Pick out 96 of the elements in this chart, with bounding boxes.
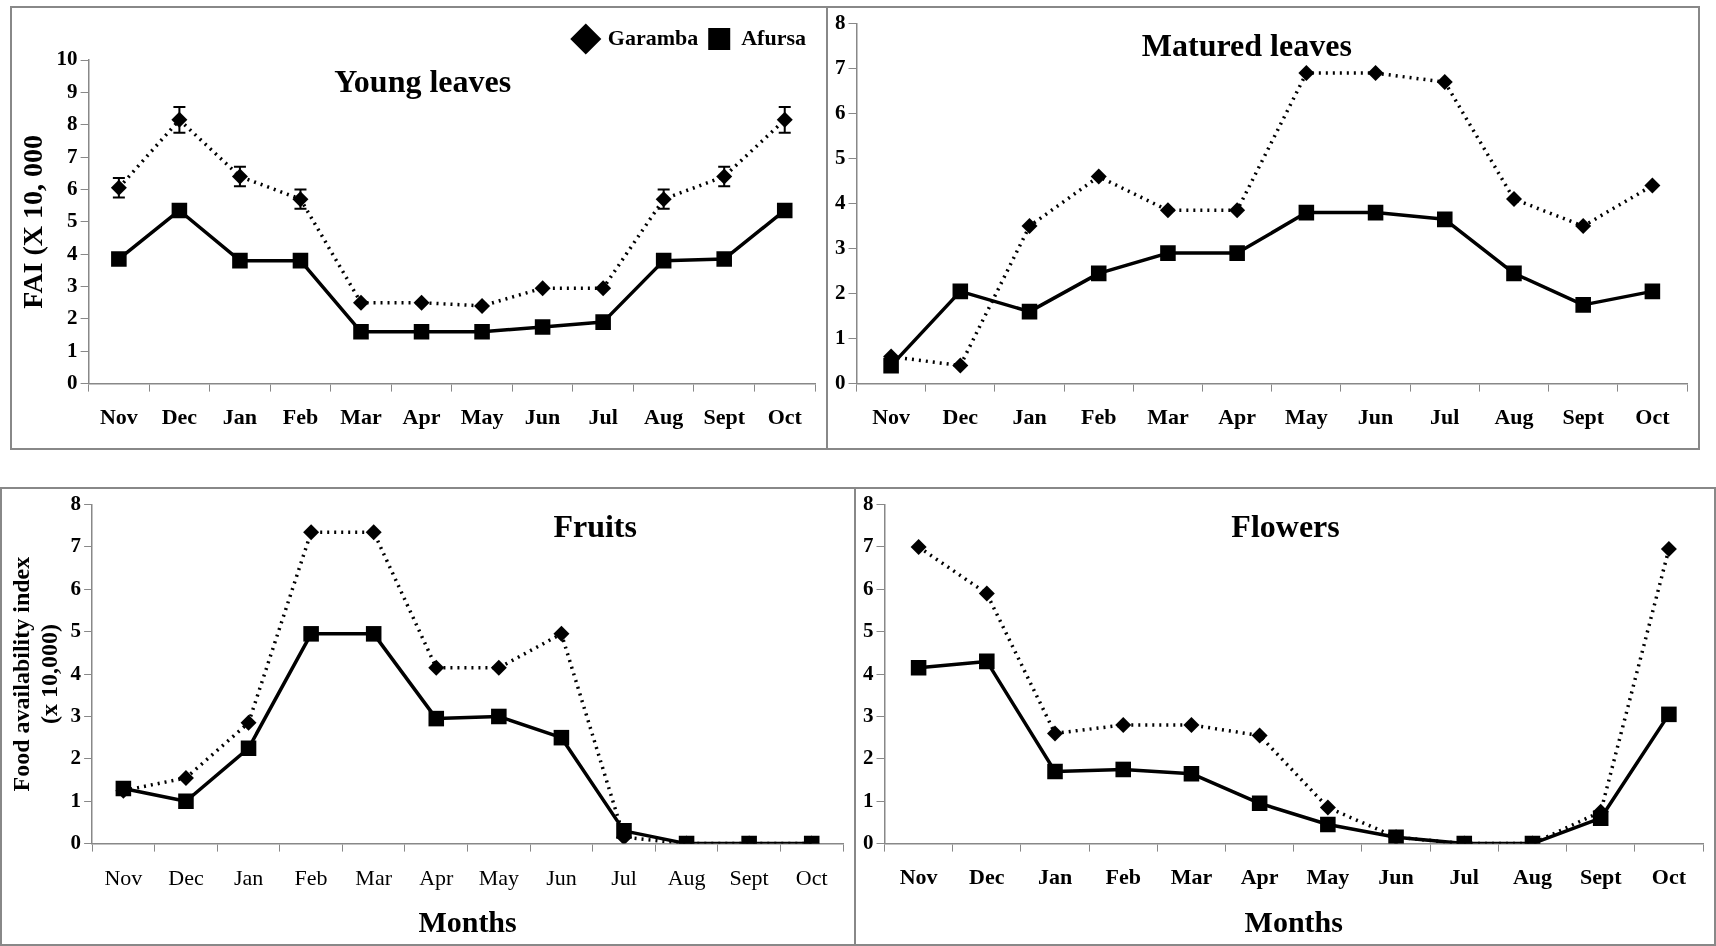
y-tick-label: 0 xyxy=(67,370,78,395)
y-axis-title: Food availability index (x 10,000) xyxy=(7,556,63,792)
x-tick-label: Jan xyxy=(1037,864,1073,890)
x-tick-label: Mar xyxy=(340,404,382,430)
y-tick-label: 5 xyxy=(835,145,846,170)
x-tick-label: Dec xyxy=(969,864,1005,890)
x-tick-label: Sept xyxy=(1562,404,1605,430)
x-tick-label: Jan xyxy=(1012,404,1047,430)
y-tick-label: 3 xyxy=(70,702,82,727)
y-tick-label: 7 xyxy=(70,533,82,558)
x-tick-label: Apr xyxy=(1218,404,1257,430)
x-tick-label: Apr xyxy=(1240,864,1279,890)
y-tick-label: 7 xyxy=(863,533,874,558)
x-tick-label: Sept xyxy=(703,404,746,430)
x-tick-label: Jan xyxy=(233,864,264,890)
x-tick-label: Dec xyxy=(942,404,979,430)
y-tick-label: 9 xyxy=(67,78,78,103)
y-tick-label: 6 xyxy=(70,575,82,600)
y-tick-label: 3 xyxy=(835,235,846,260)
x-tick-label: Jun xyxy=(546,864,577,890)
y-tick-label: 8 xyxy=(863,491,874,516)
y-tick-label: 4 xyxy=(70,660,82,685)
x-tick-label: Aug xyxy=(644,404,684,430)
x-tick-label: Jul xyxy=(588,404,618,430)
x-tick-label: Jul xyxy=(1449,864,1479,890)
x-tick-label: Mar xyxy=(1147,404,1189,430)
y-tick-label: 6 xyxy=(67,175,78,200)
x-tick-label: Oct xyxy=(1635,404,1671,430)
y-tick-label: 8 xyxy=(835,10,846,35)
x-tick-label: Aug xyxy=(1494,404,1534,430)
y-tick-label: 5 xyxy=(70,618,82,643)
chart-title: Young leaves xyxy=(334,63,512,100)
legend-label: Afursa xyxy=(741,24,807,50)
x-tick-label: Mar xyxy=(1170,864,1213,890)
x-axis-title: Months xyxy=(1244,904,1343,938)
x-tick-label: Nov xyxy=(899,864,938,890)
x-tick-label: Mar xyxy=(355,864,393,890)
x-tick-label: Jun xyxy=(524,404,561,430)
y-tick-label: 5 xyxy=(863,618,874,643)
x-tick-label: Apr xyxy=(419,864,455,890)
y-tick-label: 0 xyxy=(70,830,82,855)
x-tick-label: Nov xyxy=(872,404,911,430)
x-tick-label: Sept xyxy=(1579,864,1623,890)
chart-title: Fruits xyxy=(553,507,637,544)
x-tick-label: Oct xyxy=(1651,864,1687,890)
x-tick-label: Sept xyxy=(729,864,769,890)
y-tick-label: 5 xyxy=(67,208,78,233)
x-tick-label: Oct xyxy=(795,864,828,890)
y-tick-label: 0 xyxy=(835,370,846,395)
y-tick-label: 2 xyxy=(70,745,82,770)
y-tick-label: 1 xyxy=(835,325,846,350)
y-tick-label: 6 xyxy=(863,575,874,600)
x-tick-label: Apr xyxy=(402,404,441,430)
x-tick-label: May xyxy=(460,404,504,430)
y-tick-label: 6 xyxy=(835,100,846,125)
x-tick-label: Dec xyxy=(168,864,204,890)
x-tick-label: Dec xyxy=(161,404,198,430)
y-tick-label: 2 xyxy=(863,745,874,770)
y-tick-label: 7 xyxy=(67,143,78,168)
x-tick-label: Aug xyxy=(1512,864,1553,890)
x-tick-label: Jul xyxy=(611,864,637,890)
y-tick-label: 2 xyxy=(835,280,846,305)
x-tick-label: May xyxy=(478,864,519,890)
x-tick-label: Jan xyxy=(222,404,258,430)
y-tick-label: 1 xyxy=(67,337,78,362)
x-tick-label: May xyxy=(1284,404,1328,430)
x-tick-label: Feb xyxy=(294,864,328,890)
x-tick-label: Jun xyxy=(1357,404,1394,430)
chart-title: Flowers xyxy=(1231,507,1340,544)
y-tick-label: 3 xyxy=(67,272,78,297)
y-tick-label: 0 xyxy=(863,830,874,855)
y-tick-label: 10 xyxy=(56,46,78,71)
y-tick-label: 1 xyxy=(863,787,874,812)
x-tick-label: Aug xyxy=(667,864,706,890)
x-tick-label: Oct xyxy=(767,404,803,430)
y-tick-label: 4 xyxy=(863,660,874,685)
x-tick-label: Nov xyxy=(104,864,143,890)
chart-title: Matured leaves xyxy=(1141,26,1352,63)
y-tick-label: 2 xyxy=(67,305,78,330)
legend-label: Garamba xyxy=(607,24,699,50)
y-axis-title: FAI (X 10, 000 xyxy=(17,134,49,309)
x-tick-label: Nov xyxy=(99,404,138,430)
y-tick-label: 8 xyxy=(67,111,78,136)
x-axis-title: Months xyxy=(418,904,517,938)
x-tick-label: Feb xyxy=(1081,404,1117,430)
y-tick-label: 8 xyxy=(70,491,82,516)
x-tick-label: Feb xyxy=(282,404,319,430)
x-tick-label: Jun xyxy=(1378,864,1414,890)
x-tick-label: May xyxy=(1306,864,1350,890)
y-tick-label: 7 xyxy=(835,55,846,80)
x-tick-label: Jul xyxy=(1430,404,1460,430)
y-tick-label: 1 xyxy=(70,787,82,812)
y-tick-label: 3 xyxy=(863,702,874,727)
x-tick-label: Feb xyxy=(1105,864,1141,890)
y-tick-label: 4 xyxy=(67,240,79,265)
y-tick-label: 4 xyxy=(835,190,846,215)
